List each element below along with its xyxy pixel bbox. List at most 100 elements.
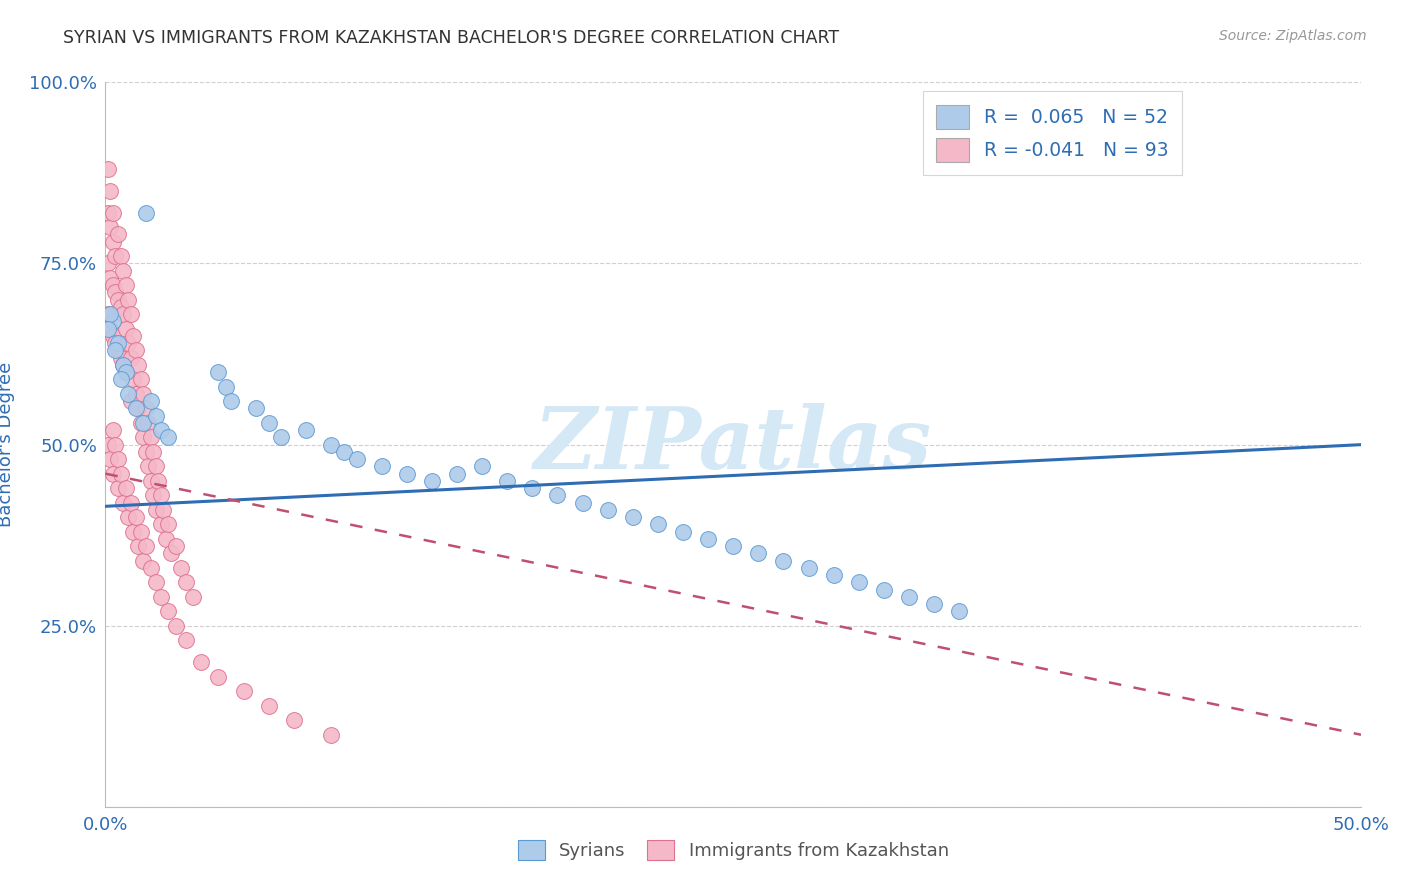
Point <box>97 162 120 177</box>
Point <box>127 401 149 416</box>
Point <box>898 590 921 604</box>
Point <box>120 394 142 409</box>
Point <box>145 409 167 423</box>
Point <box>136 459 159 474</box>
Point <box>135 539 157 553</box>
Point <box>101 314 124 328</box>
Point <box>471 459 494 474</box>
Point <box>104 285 127 300</box>
Point <box>139 561 162 575</box>
Point <box>117 387 139 401</box>
Point <box>697 532 720 546</box>
Point <box>157 604 180 618</box>
Point <box>190 655 212 669</box>
Point <box>142 488 165 502</box>
Point <box>747 546 769 560</box>
Point <box>100 452 122 467</box>
Point <box>149 517 172 532</box>
Point <box>145 575 167 590</box>
Point <box>152 503 174 517</box>
Point <box>129 416 152 430</box>
Point <box>110 249 132 263</box>
Point <box>157 430 180 444</box>
Point <box>104 438 127 452</box>
Point <box>112 358 135 372</box>
Point <box>420 474 443 488</box>
Point <box>117 293 139 307</box>
Point <box>97 307 120 321</box>
Point <box>647 517 669 532</box>
Point <box>122 524 145 539</box>
Point <box>283 713 305 727</box>
Point <box>97 256 120 270</box>
Point <box>107 336 129 351</box>
Point <box>321 728 343 742</box>
Point <box>100 220 122 235</box>
Point <box>124 510 146 524</box>
Point <box>101 329 124 343</box>
Point <box>139 430 162 444</box>
Point <box>174 575 197 590</box>
Point <box>621 510 644 524</box>
Point <box>245 401 267 416</box>
Point <box>207 670 229 684</box>
Point <box>170 561 193 575</box>
Point <box>139 474 162 488</box>
Point <box>129 524 152 539</box>
Point <box>110 467 132 481</box>
Point <box>97 205 120 219</box>
Point <box>110 351 132 365</box>
Point <box>723 539 745 553</box>
Point <box>135 401 157 416</box>
Point <box>165 619 187 633</box>
Point <box>107 343 129 358</box>
Point <box>183 590 205 604</box>
Point <box>149 488 172 502</box>
Point <box>114 321 136 335</box>
Point <box>127 358 149 372</box>
Point <box>159 546 181 560</box>
Point <box>596 503 619 517</box>
Point <box>155 532 177 546</box>
Point <box>496 474 519 488</box>
Point <box>117 510 139 524</box>
Point <box>149 590 172 604</box>
Point <box>112 496 135 510</box>
Point <box>333 445 356 459</box>
Point <box>101 423 124 437</box>
Point <box>797 561 820 575</box>
Point <box>107 481 129 495</box>
Point <box>139 394 162 409</box>
Point <box>215 379 238 393</box>
Point <box>145 459 167 474</box>
Point <box>107 452 129 467</box>
Y-axis label: Bachelor's Degree: Bachelor's Degree <box>0 362 15 527</box>
Point <box>124 343 146 358</box>
Point <box>127 539 149 553</box>
Point <box>370 459 392 474</box>
Point <box>124 387 146 401</box>
Point <box>107 293 129 307</box>
Point <box>672 524 695 539</box>
Point <box>571 496 593 510</box>
Legend: Syrians, Immigrants from Kazakhstan: Syrians, Immigrants from Kazakhstan <box>510 833 956 867</box>
Text: SYRIAN VS IMMIGRANTS FROM KAZAKHSTAN BACHELOR'S DEGREE CORRELATION CHART: SYRIAN VS IMMIGRANTS FROM KAZAKHSTAN BAC… <box>63 29 839 47</box>
Point <box>97 438 120 452</box>
Point <box>165 539 187 553</box>
Point <box>107 227 129 242</box>
Point <box>114 481 136 495</box>
Point <box>873 582 896 597</box>
Point <box>101 235 124 249</box>
Point <box>395 467 418 481</box>
Point <box>104 343 127 358</box>
Point <box>110 372 132 386</box>
Point <box>219 394 242 409</box>
Point <box>104 336 127 351</box>
Point <box>848 575 870 590</box>
Point <box>120 307 142 321</box>
Point <box>120 496 142 510</box>
Point <box>122 372 145 386</box>
Point <box>207 365 229 379</box>
Point <box>772 554 794 568</box>
Point <box>100 271 122 285</box>
